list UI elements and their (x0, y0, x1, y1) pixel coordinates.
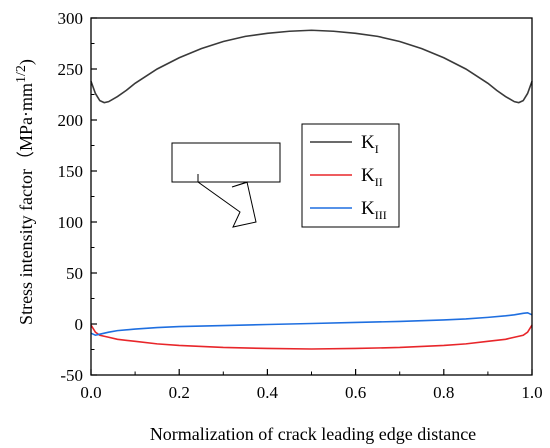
series-line-k-iii (90, 311, 533, 337)
y-tick-label: 100 (58, 213, 84, 232)
series-line-k-i (90, 29, 533, 104)
legend-label: KII (361, 165, 383, 189)
y-tick-label: 250 (58, 60, 84, 79)
crack-profile (197, 174, 257, 228)
x-tick-label: 0.0 (80, 383, 101, 402)
x-axis-title: Normalization of crack leading edge dist… (150, 424, 476, 444)
specimen-outline (171, 142, 281, 183)
y-tick-label: 150 (58, 162, 84, 181)
x-tick-label: 0.8 (433, 383, 454, 402)
x-tick-label: 1.0 (521, 383, 542, 402)
axes: 0.0 0.2 0.4 0.6 0.8 1.0 -50 0 50 100 150 200 250 300 (58, 9, 543, 402)
y-tick-label: 50 (66, 264, 83, 283)
legend-label: KI (361, 132, 379, 156)
y-tick-label: 0 (75, 315, 84, 334)
x-tick-label: 0.2 (169, 383, 190, 402)
y-tick-label: 200 (58, 111, 84, 130)
plot-area (90, 29, 533, 350)
x-tick-label: 0.4 (257, 383, 279, 402)
y-tick-label: -50 (60, 366, 83, 385)
legend-label: KIII (361, 198, 387, 222)
y-axis-title: Stress intensity factor（MPa·mm1/2) (14, 59, 37, 325)
y-tick-label: 300 (58, 9, 84, 28)
x-tick-label: 0.6 (345, 383, 366, 402)
series-line-k-ii (90, 324, 533, 350)
crack-geometry-inset (171, 142, 281, 228)
legend: KI KII KIII (301, 123, 400, 228)
